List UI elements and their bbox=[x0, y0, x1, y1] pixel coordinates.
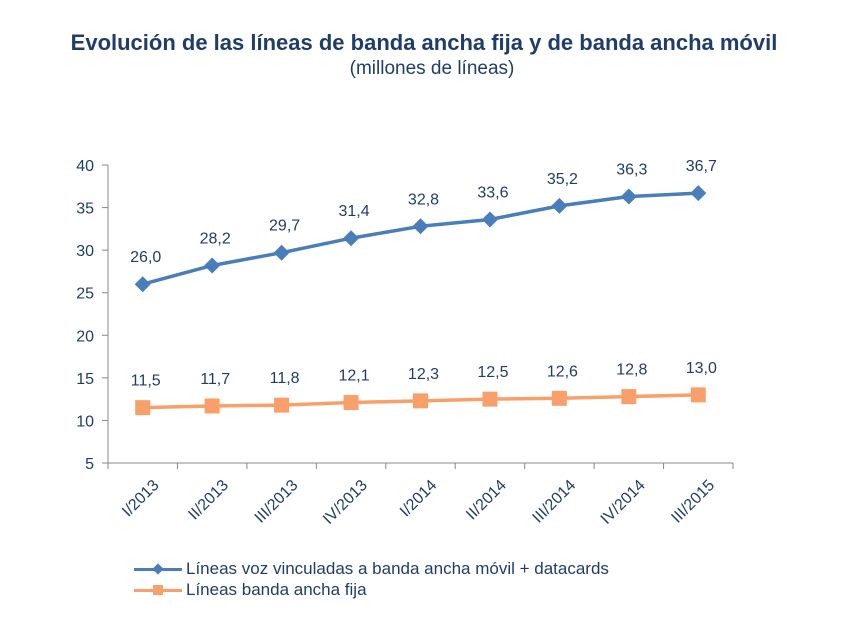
legend: Líneas voz vinculadas a banda ancha móvi… bbox=[134, 558, 609, 600]
y-tick-label: 5 bbox=[85, 456, 94, 473]
data-label: 12,6 bbox=[547, 363, 578, 380]
data-label: 36,7 bbox=[686, 158, 717, 175]
data-point-diamond bbox=[551, 197, 568, 214]
x-tick-label: I/2013 bbox=[119, 477, 163, 521]
x-tick-label: IV/2013 bbox=[320, 477, 371, 528]
y-tick-label: 40 bbox=[76, 158, 94, 175]
y-tick-label: 20 bbox=[76, 328, 94, 345]
data-point-diamond bbox=[273, 244, 290, 261]
legend-label-fixed: Líneas banda ancha fija bbox=[186, 579, 367, 599]
data-label: 33,6 bbox=[477, 184, 508, 201]
data-label: 12,5 bbox=[477, 364, 508, 381]
data-point-diamond bbox=[481, 211, 498, 228]
y-tick-label: 15 bbox=[76, 371, 94, 388]
labels-layer: 26,0 28,2 29,7 31,4 32,8 33,6 35,2 36,3 36,7 11,5… bbox=[130, 158, 717, 390]
x-tick-label: III/2015 bbox=[668, 477, 718, 527]
data-point-square bbox=[482, 391, 498, 407]
data-label: 32,8 bbox=[408, 191, 439, 208]
data-label: 26,0 bbox=[130, 249, 161, 266]
data-point-square bbox=[621, 389, 637, 405]
legend-label-mobile: Líneas voz vinculadas a banda ancha móvi… bbox=[186, 558, 609, 578]
series-layer bbox=[134, 185, 707, 416]
data-label: 11,5 bbox=[131, 373, 161, 390]
chart-title: Evolución de las líneas de banda ancha f… bbox=[70, 30, 778, 55]
data-point-square bbox=[204, 398, 220, 414]
x-tick-label: II/2013 bbox=[185, 477, 232, 524]
data-label: 12,3 bbox=[408, 366, 439, 383]
chart-subtitle: (millones de líneas) bbox=[349, 58, 515, 79]
x-tick-label: III/2014 bbox=[530, 477, 580, 527]
data-label: 36,3 bbox=[616, 162, 647, 179]
data-label: 12,8 bbox=[616, 362, 647, 379]
data-point-square bbox=[274, 397, 290, 413]
data-label: 28,2 bbox=[200, 230, 231, 247]
data-label: 31,4 bbox=[338, 203, 369, 220]
data-point-diamond bbox=[690, 185, 707, 202]
legend-item-mobile: Líneas voz vinculadas a banda ancha móvi… bbox=[134, 558, 609, 579]
x-tick-label: II/2014 bbox=[463, 477, 510, 524]
y-tick-label: 35 bbox=[76, 201, 94, 218]
y-tick-label: 25 bbox=[76, 286, 94, 303]
data-point-square bbox=[690, 387, 706, 403]
legend-item-fixed: Líneas banda ancha fija bbox=[134, 579, 609, 600]
x-tick-label: I/2014 bbox=[397, 477, 441, 521]
data-label: 11,7 bbox=[200, 371, 230, 388]
y-tick-label: 30 bbox=[76, 243, 94, 260]
data-point-diamond bbox=[134, 276, 151, 293]
data-label: 11,8 bbox=[270, 370, 300, 387]
data-point-diamond bbox=[412, 218, 429, 235]
x-tick-label: III/2013 bbox=[252, 477, 302, 527]
x-tick-label: IV/2014 bbox=[598, 477, 649, 528]
data-label: 35,2 bbox=[547, 171, 578, 188]
data-point-square bbox=[343, 395, 359, 411]
axes: 5 10 15 20 25 30 35 40 I/2013 II/2013 III/2013 IV/2… bbox=[76, 158, 734, 528]
data-point-diamond bbox=[204, 257, 221, 274]
legend-swatch-diamond-icon bbox=[134, 562, 182, 576]
data-point-square bbox=[551, 390, 567, 406]
data-point-square bbox=[413, 393, 428, 409]
data-label: 12,1 bbox=[338, 368, 369, 385]
data-point-diamond bbox=[620, 188, 637, 205]
legend-swatch-square-icon bbox=[134, 583, 182, 597]
data-label: 13,0 bbox=[686, 360, 717, 377]
data-label: 29,7 bbox=[269, 218, 300, 235]
data-point-diamond bbox=[343, 230, 360, 247]
y-tick-label: 10 bbox=[76, 413, 94, 430]
data-point-square bbox=[135, 400, 151, 416]
